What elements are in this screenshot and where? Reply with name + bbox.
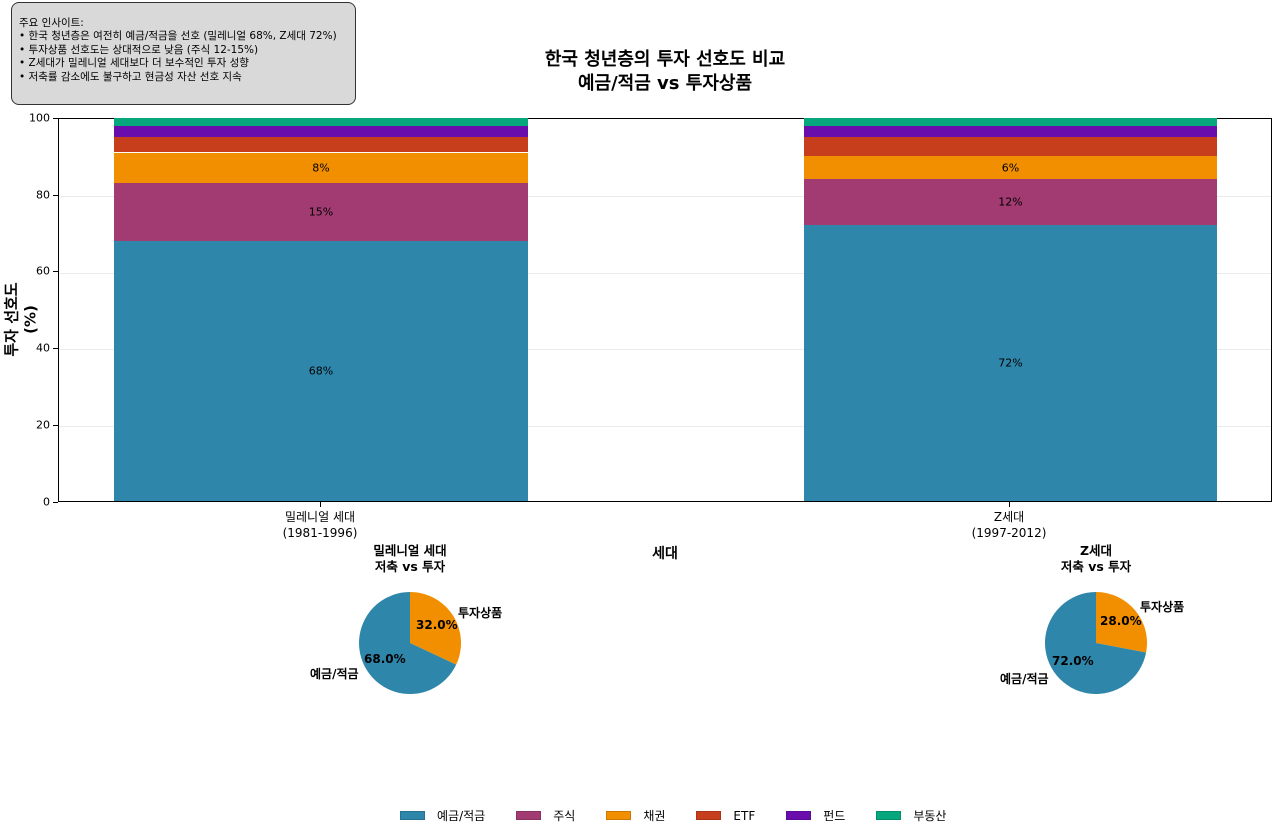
pie-pct-savings: 72.0% [1052, 654, 1094, 668]
pie-title-line: Z세대 [1079, 543, 1113, 558]
x-tick-line: (1997-2012) [971, 526, 1047, 540]
insight-item: • Z세대가 밀레니얼 세대보다 더 보수적인 투자 성향 [19, 57, 249, 70]
segment-fund [804, 125, 1217, 138]
y-tick-mark [53, 195, 58, 196]
y-tick: 0 [43, 495, 50, 509]
segment-label: 15% [308, 205, 334, 219]
gridline [59, 195, 1271, 197]
y-tick: 80 [36, 188, 50, 202]
pie-label-savings: 예금/적금 [310, 667, 359, 681]
segment-deposit: 72% [804, 225, 1217, 501]
legend-item-stock: 주식 [516, 807, 575, 824]
y-tick: 20 [36, 418, 50, 432]
insight-item: • 저축률 감소에도 불구하고 현금성 자산 선호 지속 [19, 70, 242, 83]
bar-millennial: 68% 15% 8% [114, 118, 528, 501]
y-tick-mark [53, 425, 58, 426]
pie-label-invest: 투자상품 [458, 606, 503, 620]
segment-label: 8% [312, 161, 330, 175]
legend-label: 부동산 [913, 809, 947, 823]
pie-chart-genz [1045, 592, 1148, 694]
segment-realestate [114, 118, 528, 126]
legend-item-realestate: 부동산 [876, 807, 946, 824]
pie-title-line: 저축 vs 투자 [374, 559, 446, 574]
segment-deposit: 68% [114, 240, 528, 501]
y-tick-mark [53, 271, 58, 272]
legend-item-deposit: 예금/적금 [400, 807, 485, 824]
gridline [59, 349, 1271, 351]
legend-label: 주식 [553, 809, 576, 823]
legend-swatch [606, 811, 632, 820]
insights-heading: 주요 인사이트: [19, 17, 84, 29]
segment-realestate [804, 118, 1217, 126]
y-tick-mark [53, 118, 58, 119]
segment-etf [804, 137, 1217, 157]
pie-pct-invest: 32.0% [416, 618, 458, 632]
pie-title-genz: Z세대 저축 vs 투자 [1016, 543, 1176, 575]
segment-bond: 6% [804, 156, 1217, 180]
pie-title-line: 저축 vs 투자 [1060, 559, 1132, 574]
segment-label: 12% [998, 195, 1023, 209]
chart-title: 한국 청년층의 투자 선호도 비교 예금/적금 vs 투자상품 [440, 48, 890, 96]
pie-chart-millennial [359, 592, 462, 694]
y-tick: 40 [36, 341, 50, 355]
legend-label: 예금/적금 [437, 809, 486, 823]
pie-slice-invest [1096, 592, 1148, 653]
insights-box: 주요 인사이트: • 한국 청년층은 여전히 예금/적금을 선호 (밀레니얼 6… [11, 2, 356, 105]
segment-stock: 12% [804, 179, 1217, 226]
y-tick: 100 [29, 111, 50, 125]
pie-label-savings: 예금/적금 [1000, 672, 1049, 686]
legend-item-fund: 펀드 [786, 807, 845, 824]
x-tick-line: (1981-1996) [282, 526, 358, 540]
pie-title-millennial: 밀레니얼 세대 저축 vs 투자 [330, 543, 490, 575]
x-axis-label: 세대 [652, 546, 678, 562]
pie-title-line: 밀레니얼 세대 [373, 543, 447, 558]
segment-label: 72% [998, 356, 1023, 370]
y-tick: 60 [36, 264, 50, 278]
gridline [59, 272, 1271, 274]
y-tick-mark [53, 348, 58, 349]
segment-label: 68% [308, 364, 334, 378]
chart-title-line1: 한국 청년층의 투자 선호도 비교 [544, 49, 786, 70]
legend-item-bond: 채권 [606, 807, 665, 824]
gridline [59, 426, 1271, 428]
insight-item: • 한국 청년층은 여전히 예금/적금을 선호 (밀레니얼 68%, Z세대 7… [19, 30, 337, 43]
x-tick-mark [1009, 502, 1010, 507]
legend-swatch [786, 811, 812, 820]
x-tick-mark [320, 502, 321, 507]
legend-label: 펀드 [823, 809, 846, 823]
pie-pct-invest: 28.0% [1100, 614, 1142, 628]
chart-title-line2: 예금/적금 vs 투자상품 [577, 73, 753, 94]
legend-swatch [696, 811, 722, 820]
pie-slice-invest [410, 592, 462, 665]
legend-label: 채권 [643, 809, 666, 823]
segment-etf [114, 137, 528, 153]
plot-area: 68% 15% 8% 72% 12% 6% [58, 118, 1272, 502]
pie-label-invest: 투자상품 [1140, 600, 1185, 614]
y-tick-mark [53, 502, 58, 503]
pie-slice-savings [1045, 592, 1147, 694]
segment-fund [114, 125, 528, 138]
legend-item-etf: ETF [696, 809, 755, 823]
segment-label: 6% [1001, 161, 1020, 175]
segment-stock: 15% [114, 183, 528, 241]
bar-genz: 72% 12% 6% [804, 118, 1217, 501]
x-tick-line: 밀레니얼 세대 [284, 510, 356, 524]
legend-swatch [876, 811, 902, 820]
pie-slice-savings [359, 592, 457, 694]
pie-pct-savings: 68.0% [364, 652, 406, 666]
x-tick-millennial: 밀레니얼 세대 (1981-1996) [220, 509, 420, 541]
legend-swatch [400, 811, 425, 820]
legend: 예금/적금 주식 채권 ETF 펀드 부동산 [400, 807, 977, 824]
y-axis-label: 투자 선호도 (%) [2, 282, 40, 357]
legend-label: ETF [733, 808, 756, 823]
x-tick-genz: Z세대 (1997-2012) [909, 509, 1109, 541]
legend-swatch [516, 811, 542, 820]
x-tick-line: Z세대 [993, 510, 1025, 524]
segment-bond: 8% [114, 152, 528, 184]
insight-item: • 투자상품 선호도는 상대적으로 낮음 (주식 12-15%) [19, 43, 259, 56]
